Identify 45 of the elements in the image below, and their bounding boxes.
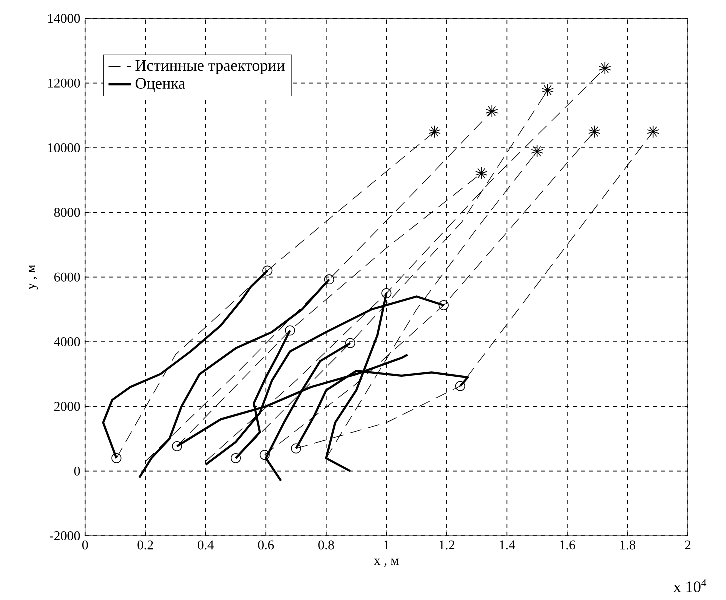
point <box>172 441 182 452</box>
point <box>260 450 270 460</box>
x-tick-label: 1 <box>384 540 390 550</box>
y-tick-label: 0 <box>74 466 80 476</box>
point <box>588 125 601 138</box>
x-tick-label: 0.4 <box>198 540 214 550</box>
point <box>428 125 441 138</box>
y-tick-label: 4000 <box>54 337 80 346</box>
text: x 10$^{4}$ <box>674 579 707 592</box>
x-tick-label: 1.4 <box>500 540 516 550</box>
point <box>345 338 356 348</box>
point <box>438 300 449 311</box>
x-tick-label: 0.6 <box>258 540 274 550</box>
x-tick-label: 2 <box>685 540 691 550</box>
point <box>486 105 498 118</box>
x-axis-title: x , м <box>374 558 399 568</box>
point <box>599 62 612 75</box>
y-tick-label: 12000 <box>48 78 80 88</box>
point <box>262 266 273 276</box>
point <box>230 453 242 464</box>
point <box>382 288 392 299</box>
y-tick-label: 8000 <box>54 208 80 218</box>
x-tick-label: 1.2 <box>440 540 455 550</box>
y-tick-label: 10000 <box>48 143 80 152</box>
point <box>542 84 554 97</box>
point <box>531 145 544 158</box>
point <box>291 444 302 454</box>
x-tick-label: 0.2 <box>138 540 154 550</box>
x-tick-label: 1.8 <box>620 540 636 550</box>
y-tick-label: -2000 <box>50 531 80 540</box>
legend-label: Истинные траектории <box>136 60 285 74</box>
y-tick-label: 6000 <box>54 272 80 282</box>
point <box>455 381 466 392</box>
point <box>647 125 660 138</box>
point <box>475 167 488 180</box>
point <box>285 326 296 336</box>
y-tick-label: 2000 <box>54 402 80 412</box>
x-tick-label: 0 <box>82 540 88 550</box>
y-tick-label: 14000 <box>48 14 80 24</box>
x-tick-label: 1.6 <box>560 540 576 550</box>
point <box>112 453 122 464</box>
point <box>324 274 334 285</box>
legend-label: Оценка <box>136 78 186 92</box>
x-tick-label: 0.8 <box>318 540 334 550</box>
y-axis-title: y , м <box>29 265 38 290</box>
